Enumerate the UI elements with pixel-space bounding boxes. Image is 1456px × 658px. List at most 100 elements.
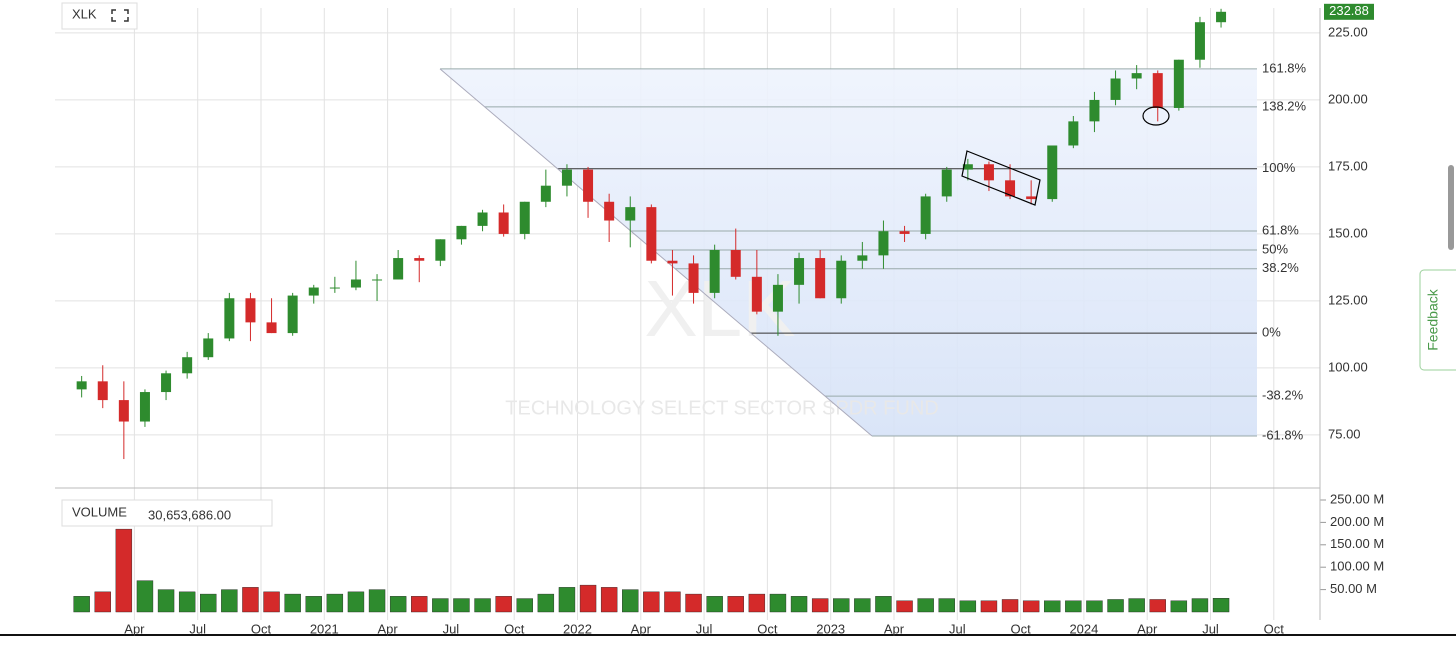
candle-body <box>393 258 404 280</box>
x-tick-label: Jul <box>443 621 460 636</box>
volume-bar <box>600 587 618 613</box>
fib-level-label: 61.8% <box>1262 222 1299 237</box>
candle-body <box>1131 73 1142 79</box>
x-tick-label: Oct <box>251 621 272 636</box>
volume-bar <box>1001 599 1019 613</box>
candle-body <box>498 212 509 234</box>
volume-tick-label: 250.00 M <box>1330 491 1384 506</box>
candle-body <box>477 212 488 226</box>
x-tick-label: Oct <box>1264 621 1285 636</box>
candle-body <box>203 338 214 358</box>
fib-level-label: 50% <box>1262 241 1288 256</box>
x-tick-label: Jul <box>1202 621 1219 636</box>
volume-bar <box>833 598 850 613</box>
candle-body <box>139 392 150 422</box>
volume-bar <box>73 596 90 613</box>
volume-bar <box>1022 600 1040 613</box>
candle-body <box>688 263 699 293</box>
fullscreen-icon[interactable] <box>111 9 129 22</box>
volume-bar <box>579 584 597 613</box>
x-tick-label: Apr <box>631 621 652 636</box>
volume-bar <box>1107 599 1124 613</box>
volume-bar <box>263 591 280 613</box>
volume-bar <box>537 593 555 613</box>
candle-body <box>1026 196 1037 200</box>
x-tick-label: Apr <box>124 621 145 636</box>
volume-bar <box>136 580 154 613</box>
symbol-box[interactable] <box>61 2 138 30</box>
scrollbar[interactable] <box>1448 165 1454 250</box>
x-tick-label: Apr <box>377 621 398 636</box>
volume-bar <box>411 596 428 613</box>
candle-body <box>1110 78 1121 100</box>
x-tick-label: Jul <box>949 621 966 636</box>
volume-bar <box>200 593 217 613</box>
last-price-badge <box>1324 3 1374 20</box>
volume-bar <box>305 596 322 613</box>
candle-body <box>794 258 805 285</box>
volume-bar <box>664 591 681 613</box>
volume-bar <box>516 598 533 613</box>
volume-bar <box>875 596 892 613</box>
x-tick-label: 2022 <box>563 621 592 636</box>
candle-body <box>118 400 129 422</box>
candle-body <box>1152 73 1163 108</box>
candle-body <box>751 276 762 312</box>
fib-area <box>440 68 1257 437</box>
candle-body <box>815 258 826 299</box>
volume-bar <box>727 596 744 613</box>
candle-body <box>1005 180 1016 197</box>
candle-body <box>899 231 910 234</box>
candle-body <box>266 322 277 334</box>
candle-body <box>540 185 551 202</box>
candle-body <box>667 260 678 264</box>
candle-body <box>561 169 572 186</box>
x-tick-label: Oct <box>504 621 525 636</box>
candle-body <box>435 239 446 261</box>
candle-body <box>983 164 994 181</box>
x-tick-label: Oct <box>1010 621 1031 636</box>
candle-body <box>772 284 783 312</box>
volume-bar <box>790 596 808 613</box>
volume-bar <box>748 593 766 613</box>
volume-bar <box>1149 599 1166 613</box>
volume-bar <box>1044 600 1061 613</box>
x-tick-label: Jul <box>189 621 206 636</box>
y-tick-label: 75.00 <box>1328 426 1361 441</box>
candle-body <box>456 225 467 240</box>
volume-bar <box>94 591 111 613</box>
volume-bar <box>643 591 660 613</box>
volume-bar <box>706 596 723 613</box>
volume-bar <box>432 598 449 613</box>
volume-label: VOLUME <box>72 504 127 519</box>
x-tick-label: Oct <box>757 621 778 636</box>
candle-body <box>604 201 615 221</box>
candle-body <box>1047 145 1058 200</box>
candle-body <box>308 287 319 296</box>
candle-body <box>625 207 636 221</box>
candle-body <box>519 201 530 234</box>
candle-body <box>350 279 361 288</box>
volume-bar <box>917 598 934 613</box>
channel-drawing <box>961 150 1041 206</box>
watermark: XLK <box>644 264 795 353</box>
volume-bar <box>854 598 871 613</box>
feedback-tab[interactable] <box>1419 269 1456 371</box>
fib-level-label: 38.2% <box>1262 260 1299 275</box>
volume-tick-label: 200.00 M <box>1330 514 1384 529</box>
y-tick-label: 175.00 <box>1328 158 1368 173</box>
x-tick-label: Apr <box>884 621 905 636</box>
volume-bar <box>1212 598 1230 613</box>
candle-body <box>1216 11 1227 23</box>
candle-body <box>97 381 108 401</box>
volume-bar <box>1086 600 1103 613</box>
volume-bar <box>178 591 196 613</box>
x-tick-label: 2023 <box>816 621 845 636</box>
candle-body <box>372 279 383 281</box>
candle-body <box>730 250 741 277</box>
volume-bar <box>685 593 702 613</box>
feedback-label[interactable]: Feedback <box>1425 288 1441 350</box>
volume-bar <box>558 587 576 613</box>
candle-body <box>709 250 720 293</box>
volume-bar <box>157 589 175 613</box>
